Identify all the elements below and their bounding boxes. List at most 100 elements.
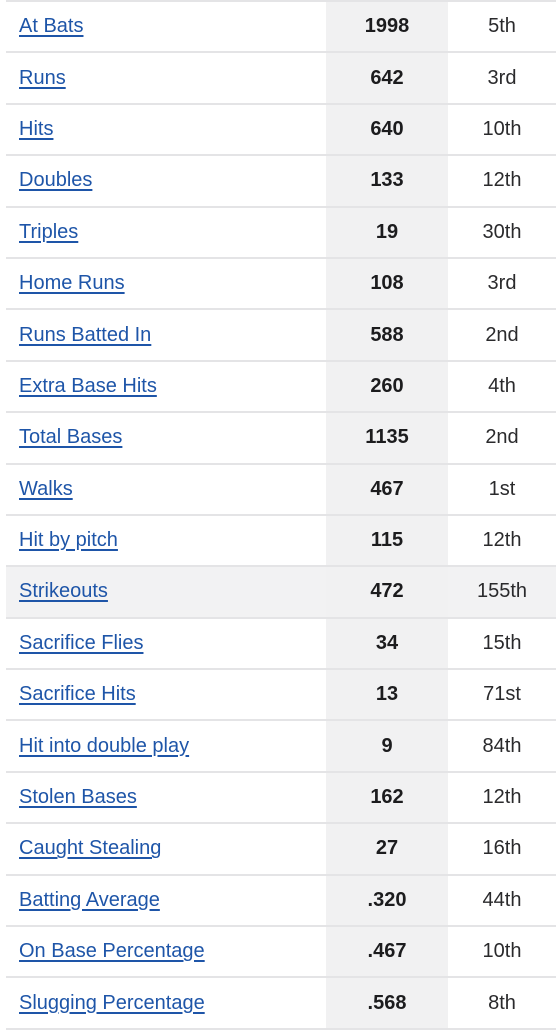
stat-name-cell: Caught Stealing xyxy=(6,824,326,873)
stat-name-cell: Hit by pitch xyxy=(6,516,326,565)
stat-link-runs-batted-in[interactable]: Runs Batted In xyxy=(19,323,152,346)
stat-value: .320 xyxy=(326,875,448,926)
table-row-runs: Runs 642 3rd xyxy=(6,53,556,105)
stat-name-cell: Hit into double play xyxy=(6,721,326,770)
stat-link-sacrifice-hits[interactable]: Sacrifice Hits xyxy=(19,683,136,706)
stat-rank: 16th xyxy=(482,837,522,860)
table-row-at-bats: At Bats 1998 5th xyxy=(6,2,556,54)
stat-name-cell: Runs xyxy=(6,53,326,102)
stat-value: 9 xyxy=(326,721,448,771)
stat-name-cell: Slugging Percentage xyxy=(6,978,326,1027)
stat-link-hit-by-pitch[interactable]: Hit by pitch xyxy=(19,529,118,552)
stat-name-cell: Triples xyxy=(6,208,326,257)
stat-rank: 12th xyxy=(482,169,522,192)
stat-rank: 2nd xyxy=(485,426,519,449)
stat-value: 642 xyxy=(326,53,448,103)
stat-rank: 44th xyxy=(482,888,522,911)
table-row-walks: Walks 467 1st xyxy=(6,464,556,516)
stat-name-cell: Walks xyxy=(6,465,326,514)
stat-name-cell: Home Runs xyxy=(6,259,326,308)
stat-value: 19 xyxy=(326,207,448,257)
stat-rank: 71st xyxy=(483,683,521,706)
stat-value: 115 xyxy=(326,515,448,566)
stat-rank: 155th xyxy=(476,580,528,603)
stat-value: 640 xyxy=(326,104,448,155)
table-row-home-runs: Home Runs 108 3rd xyxy=(6,258,556,311)
stat-rank: 15th xyxy=(482,631,522,654)
stat-link-runs[interactable]: Runs xyxy=(19,66,66,89)
stat-name-cell: At Bats xyxy=(6,2,326,51)
stat-link-batting-average[interactable]: Batting Average xyxy=(19,888,160,911)
stat-rank: 2nd xyxy=(485,323,519,346)
stat-value: 162 xyxy=(326,772,448,823)
table-row-extra-base-hits: Extra Base Hits 260 4th xyxy=(6,361,556,414)
stat-rank: 10th xyxy=(482,117,522,140)
table-row-caught-stealing: Caught Stealing 27 16th xyxy=(6,824,556,876)
stat-value: .568 xyxy=(326,978,448,1028)
stat-link-walks[interactable]: Walks xyxy=(19,477,73,500)
stat-link-caught-stealing[interactable]: Caught Stealing xyxy=(19,837,162,860)
stat-link-sacrifice-flies[interactable]: Sacrifice Flies xyxy=(19,631,144,654)
table-row-batting-average: Batting Average .320 44th xyxy=(6,875,556,928)
stat-link-slugging-percentage[interactable]: Slugging Percentage xyxy=(19,991,205,1014)
stat-name-cell: On Base Percentage xyxy=(6,927,326,976)
table-row-hit-into-double-play: Hit into double play 9 84th xyxy=(6,721,556,773)
table-row-total-bases: Total Bases 1135 2nd xyxy=(6,413,556,465)
stat-link-triples[interactable]: Triples xyxy=(19,220,79,243)
stat-rank: 84th xyxy=(482,734,522,757)
stat-link-extra-base-hits[interactable]: Extra Base Hits xyxy=(19,374,157,397)
table-row-slugging-percentage: Slugging Percentage .568 8th xyxy=(6,978,556,1030)
stat-value: 27 xyxy=(326,824,448,874)
stat-name-cell: Extra Base Hits xyxy=(6,362,326,411)
table-row-triples: Triples 19 30th xyxy=(6,207,556,259)
stat-value: 34 xyxy=(326,618,448,669)
stat-name-cell: Runs Batted In xyxy=(6,310,326,359)
table-row-doubles: Doubles 133 12th xyxy=(6,156,556,208)
stat-rank: 8th xyxy=(488,991,516,1014)
stat-name-cell: Sacrifice Hits xyxy=(6,670,326,719)
stat-value: 108 xyxy=(326,258,448,309)
stat-rank: 4th xyxy=(488,374,516,397)
stat-link-total-bases[interactable]: Total Bases xyxy=(19,426,123,449)
table-row-sacrifice-hits: Sacrifice Hits 13 71st xyxy=(6,670,556,722)
stat-rank: 1st xyxy=(488,477,516,500)
stat-link-hit-into-double-play[interactable]: Hit into double play xyxy=(19,734,190,757)
stat-rank: 12th xyxy=(482,529,522,552)
stat-name-cell: Strikeouts xyxy=(6,567,326,616)
table-row-runs-batted-in: Runs Batted In 588 2nd xyxy=(6,310,556,362)
stat-rank: 3rd xyxy=(487,272,517,295)
stat-rank: 12th xyxy=(482,786,522,809)
stat-rank: 10th xyxy=(482,940,522,963)
table-row-sacrifice-flies: Sacrifice Flies 34 15th xyxy=(6,618,556,671)
table-row-stolen-bases: Stolen Bases 162 12th xyxy=(6,772,556,825)
stat-rank: 5th xyxy=(488,15,516,38)
stat-name-cell: Sacrifice Flies xyxy=(6,619,326,668)
stat-value: .467 xyxy=(326,927,448,977)
stat-rank: 3rd xyxy=(487,66,517,89)
stat-value: 588 xyxy=(326,310,448,360)
stat-link-home-runs[interactable]: Home Runs xyxy=(19,272,125,295)
stat-link-strikeouts[interactable]: Strikeouts xyxy=(19,580,108,603)
table-row-strikeouts: Strikeouts 472 155th xyxy=(6,567,556,619)
stat-rank: 30th xyxy=(482,220,522,243)
stat-name-cell: Total Bases xyxy=(6,413,326,462)
stats-table: At Bats 1998 5th Runs 642 3rd Hits 640 1… xyxy=(6,0,556,1030)
stat-name-cell: Batting Average xyxy=(6,876,326,925)
stat-value: 472 xyxy=(326,567,448,617)
stat-link-at-bats[interactable]: At Bats xyxy=(19,15,84,38)
table-row-hit-by-pitch: Hit by pitch 115 12th xyxy=(6,515,556,568)
stat-link-on-base-percentage[interactable]: On Base Percentage xyxy=(19,940,205,963)
stat-name-cell: Hits xyxy=(6,105,326,154)
stat-link-hits[interactable]: Hits xyxy=(19,117,54,140)
stat-value: 133 xyxy=(326,156,448,206)
stat-value: 1998 xyxy=(326,2,448,52)
stat-name-cell: Stolen Bases xyxy=(6,773,326,822)
stat-value: 467 xyxy=(326,464,448,514)
stat-value: 260 xyxy=(326,361,448,412)
stat-link-stolen-bases[interactable]: Stolen Bases xyxy=(19,786,137,809)
stat-value: 1135 xyxy=(326,413,448,463)
table-row-hits: Hits 640 10th xyxy=(6,104,556,157)
stat-value: 13 xyxy=(326,670,448,720)
stat-link-doubles[interactable]: Doubles xyxy=(19,169,93,192)
table-row-on-base-percentage: On Base Percentage .467 10th xyxy=(6,927,556,979)
